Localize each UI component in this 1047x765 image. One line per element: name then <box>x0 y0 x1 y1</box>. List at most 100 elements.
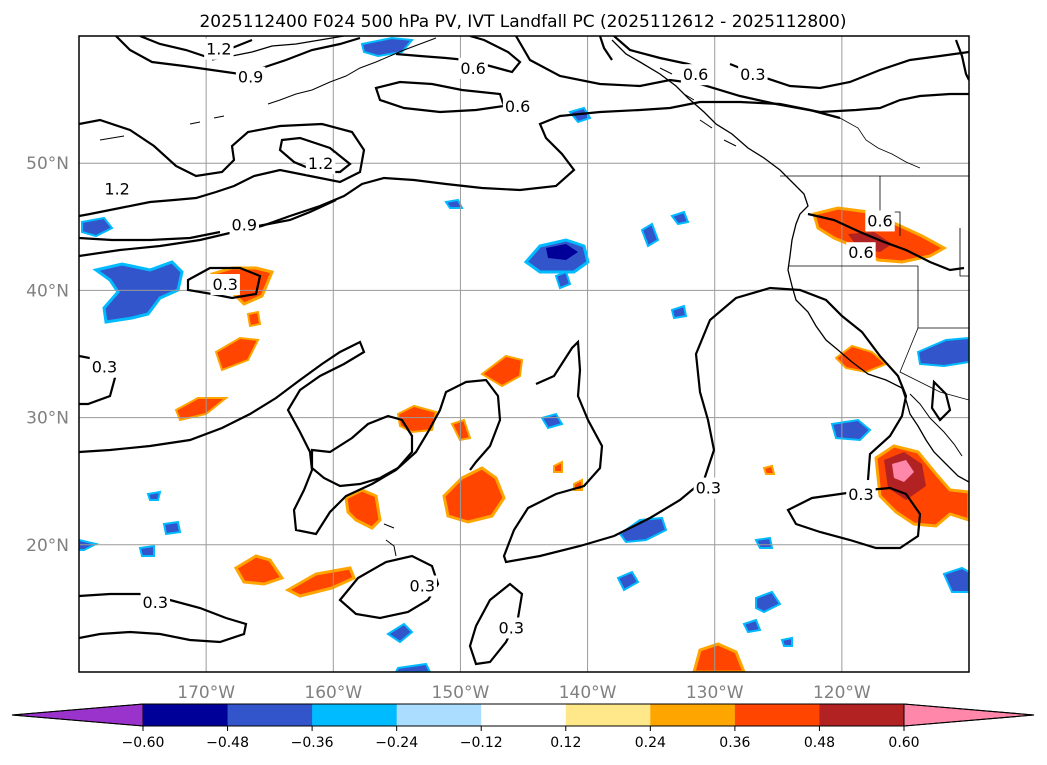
longitude-tick-label: 160°W <box>304 683 362 703</box>
colorbar-segment <box>565 704 651 726</box>
contour-label: 0.9 <box>232 215 257 234</box>
neg-anomaly-area <box>742 618 762 634</box>
longitude-tick-label: 120°W <box>813 683 871 703</box>
contour-label: 0.6 <box>505 97 530 116</box>
contour-label-background <box>458 57 488 79</box>
pos-anomaly-area <box>692 642 746 672</box>
pos-anomaly-area <box>480 354 524 388</box>
colorbar-segment <box>396 704 482 726</box>
contour-0.3 <box>502 286 908 564</box>
neg-anomaly-area <box>394 662 432 672</box>
map-panel: 1.2 0.9 0.6 0.6 0.6 0.3 1.2 1.2 0.9 0.3 0.6 0.6 0.3 0… <box>26 35 970 703</box>
pos-anomaly-area <box>284 566 356 598</box>
colorbar-tick-label: −0.36 <box>291 735 334 751</box>
colorbar-segment <box>650 704 736 726</box>
colorbar-tick-label: 0.60 <box>888 735 919 751</box>
aleutian-islands <box>267 37 437 105</box>
neg-anomaly-area <box>81 216 114 238</box>
latitude-tick-label: 40°N <box>26 281 69 301</box>
contour-label-background <box>229 214 260 236</box>
contour-0.3 <box>79 340 502 536</box>
colorbar-segment <box>143 704 229 726</box>
colorbar-tick-label: −0.12 <box>460 735 503 751</box>
contour-0.3 <box>186 266 262 300</box>
coastlines <box>99 36 969 557</box>
contour-label: 0.9 <box>238 68 263 87</box>
contour-label: 0.3 <box>410 577 435 596</box>
longitude-tick-labels: 170°W 160°W 150°W 140°W 130°W 120°W <box>177 683 871 703</box>
colorbar-extend-max <box>903 703 1035 727</box>
neg-anomaly-area <box>670 304 688 320</box>
figure-title: 2025112400 F024 500 hPa PV, IVT Landfall… <box>199 12 846 32</box>
contour-label-background <box>846 483 876 505</box>
pos-anomaly-area <box>233 554 285 586</box>
contour-label-background <box>865 210 895 232</box>
contour-label-background <box>407 575 438 597</box>
colorbar: −0.60 −0.48 −0.36 −0.24 −0.12 0.12 0.24 0.36 0.4… <box>11 703 1035 751</box>
neg-anomaly-area <box>146 490 162 501</box>
pos-anomaly-area <box>246 310 262 328</box>
max-pos-core <box>892 460 914 482</box>
hawaii-islands <box>383 523 397 557</box>
north-american-west-coast <box>611 39 903 389</box>
gridlines <box>79 36 969 672</box>
contour-0.6 <box>598 36 613 61</box>
contour-label-background <box>680 64 711 86</box>
bc-interior-border <box>839 117 921 169</box>
contour-0.3 <box>729 50 969 90</box>
colorbar-tick-label: −0.48 <box>206 735 249 751</box>
longitude-tick-label: 170°W <box>177 683 235 703</box>
contour-label: 0.3 <box>696 479 721 498</box>
contour-label: 0.3 <box>143 593 168 612</box>
latitude-tick-labels: 20°N 30°N 40°N 50°N <box>26 154 69 556</box>
contour-0.3 <box>310 414 414 488</box>
colorbar-segment <box>819 704 905 726</box>
contour-label-background <box>305 153 336 175</box>
baja-mexico-coast <box>901 387 969 483</box>
colorbar-tick-label: 0.48 <box>804 735 835 751</box>
colorbar-segment <box>481 704 567 726</box>
colorbar-tick-label: −0.60 <box>122 735 165 751</box>
contour-label-background <box>210 274 240 296</box>
colorbar-extend-min <box>11 703 144 727</box>
neg-anomaly-area <box>616 570 640 592</box>
contour-1.2 <box>278 136 352 174</box>
latitude-tick-label: 30°N <box>26 409 69 429</box>
neg-anomaly-area <box>754 536 774 549</box>
neg-anomaly-area <box>138 544 155 557</box>
contour-1.2 <box>79 118 366 218</box>
pos-anomaly-area <box>396 404 438 434</box>
contour-label: 1.2 <box>206 40 231 59</box>
pos-anomaly-area <box>174 397 229 422</box>
pos-anomaly-area <box>214 336 260 372</box>
contour-label-background <box>738 64 768 86</box>
colorbar-tick-label: 0.36 <box>719 735 750 751</box>
contour-0.6 <box>807 212 965 272</box>
aleutian-islands-west <box>99 115 225 141</box>
contour-label-background <box>846 242 876 264</box>
contour-0.3 <box>786 486 922 550</box>
colorbar-segment <box>227 704 313 726</box>
neg-anomaly-area <box>640 222 660 248</box>
neg-anomaly-area <box>444 198 464 209</box>
contour-label: 0.6 <box>848 243 873 262</box>
neg-anomaly-area <box>670 210 690 226</box>
contour-label-background <box>693 477 724 499</box>
colorbar-tick-label: 0.24 <box>635 735 666 751</box>
neg-anomaly-area <box>92 260 184 324</box>
contour-label: 0.6 <box>683 65 708 84</box>
gulf-of-california <box>909 393 963 457</box>
contour-label-background <box>204 38 234 60</box>
contour-label: 0.6 <box>460 59 485 78</box>
pos-anomaly-area <box>762 464 776 475</box>
latitude-tick-label: 50°N <box>26 154 69 174</box>
map-background <box>79 36 969 672</box>
neg-anomaly-area <box>916 336 969 368</box>
neg-anomaly-area <box>386 622 414 644</box>
contour-label: 1.2 <box>104 180 129 199</box>
contour-1.2 <box>139 36 253 58</box>
colorbar-tick-label: −0.24 <box>375 735 418 751</box>
strong-neg-core <box>546 244 578 260</box>
pos-anomaly-area <box>553 460 563 473</box>
